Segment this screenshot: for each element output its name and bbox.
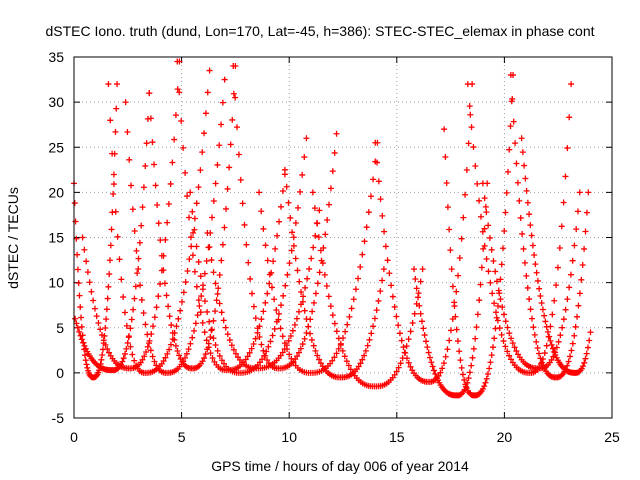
satellite-arc	[256, 139, 381, 376]
x-tick-label: 15	[389, 429, 405, 445]
data-point-markers	[507, 72, 592, 381]
data-point-markers	[72, 90, 153, 374]
data-point-markers	[204, 207, 323, 372]
y-tick-label: 5	[56, 320, 64, 336]
satellite-arc	[518, 135, 594, 376]
data-point-markers	[411, 180, 491, 399]
satellite-arc	[105, 67, 213, 376]
y-tick-label: 20	[48, 184, 64, 200]
grid	[74, 57, 612, 418]
plot-frame	[73, 56, 613, 419]
y-tick-label: 25	[48, 139, 64, 155]
y-axis-label: dSTEC / TECUs	[5, 187, 21, 289]
satellite-arc	[479, 180, 583, 372]
y-tick-label: -5	[52, 410, 65, 426]
y-tick-label: 10	[48, 275, 64, 291]
y-tick-label: 0	[56, 365, 64, 381]
data-point-markers	[105, 67, 213, 376]
data-point-markers	[256, 139, 381, 376]
x-axis-label: GPS time / hours of day 006 of year 2014	[211, 458, 469, 474]
x-tick-label: 25	[604, 429, 620, 445]
data-point-markers	[518, 135, 594, 376]
y-axis-ticks: -5 0 5 10 15 20 25 30 35	[48, 49, 612, 426]
satellite-arc	[72, 90, 153, 374]
x-tick-label: 20	[497, 429, 513, 445]
x-axis-ticks: 0 5 10 15 20 25	[70, 57, 620, 445]
satellite-arc	[441, 72, 517, 399]
satellite-arc	[230, 63, 340, 372]
data-point-markers	[174, 58, 288, 374]
y-tick-label: 15	[48, 230, 64, 246]
satellite-arc	[309, 189, 426, 390]
data-point-markers	[230, 63, 340, 372]
satellite-arc	[174, 58, 288, 374]
data-point-markers	[464, 81, 575, 376]
y-tick-label: 30	[48, 94, 64, 110]
data-series	[71, 58, 594, 399]
satellite-arc	[204, 207, 323, 372]
data-point-markers	[372, 81, 476, 385]
data-point-markers	[281, 166, 387, 381]
satellite-arc	[464, 81, 575, 376]
data-point-markers	[441, 72, 517, 399]
satellite-arc	[146, 63, 239, 372]
data-point-markers	[79, 58, 183, 372]
data-point-markers	[309, 189, 426, 390]
x-tick-label: 10	[281, 429, 297, 445]
satellite-arc	[281, 166, 387, 381]
satellite-arc	[372, 81, 476, 385]
satellite-arc	[79, 58, 183, 372]
x-tick-label: 0	[70, 429, 78, 445]
y-tick-label: 35	[48, 49, 64, 65]
x-tick-label: 5	[178, 429, 186, 445]
data-point-markers	[146, 63, 239, 372]
data-point-markers	[479, 180, 583, 372]
satellite-arc	[411, 180, 491, 399]
chart-title: dSTEC Iono. truth (dund, Lon=170, Lat=-4…	[45, 23, 594, 39]
satellite-arc	[507, 72, 592, 381]
